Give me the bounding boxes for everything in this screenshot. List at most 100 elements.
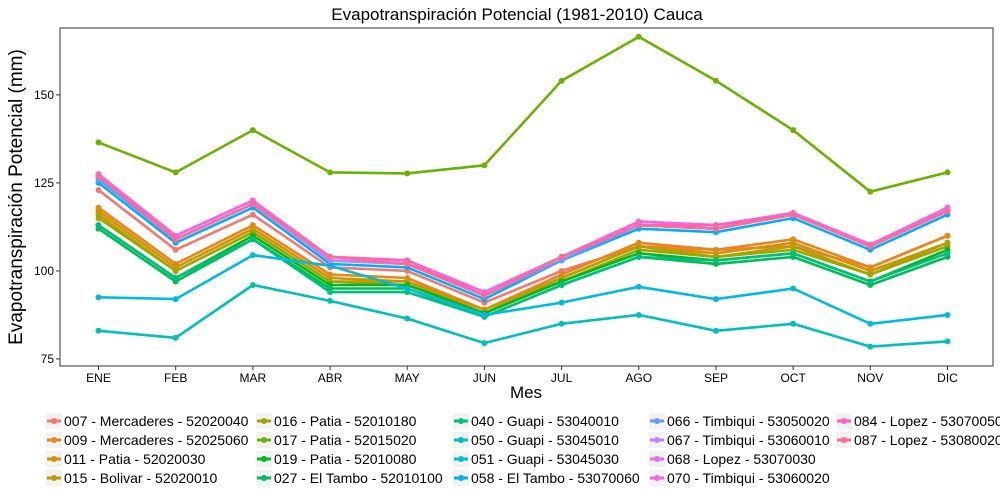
data-point: [790, 211, 797, 218]
data-point: [558, 282, 565, 289]
series-17: [95, 172, 951, 299]
legend-item: 066 - Timbiqui - 53050020: [649, 413, 830, 429]
data-point: [944, 169, 951, 176]
data-point: [172, 334, 179, 341]
legend-label: 070 - Timbiqui - 53060020: [667, 470, 830, 486]
data-point: [249, 211, 256, 218]
legend-label: 058 - El Tambo - 53070060: [471, 470, 640, 486]
data-point: [327, 289, 334, 296]
series-line: [98, 283, 948, 348]
data-point: [481, 340, 488, 347]
data-point: [790, 285, 797, 292]
data-point: [867, 271, 874, 278]
legend-item: 011 - Patia - 52020030: [46, 451, 206, 467]
series-line: [97, 224, 948, 319]
data-point: [790, 320, 797, 327]
data-point: [944, 232, 951, 239]
series-line: [97, 173, 949, 294]
legend-label: 016 - Patia - 52010180: [274, 413, 417, 429]
data-point: [712, 257, 719, 264]
x-tick-label: DIC: [937, 371, 958, 385]
data-point: [327, 169, 334, 176]
x-tick-label: ENE: [86, 371, 111, 385]
legend-item: 040 - Guapi - 53040010: [453, 413, 619, 429]
data-point: [172, 246, 179, 253]
data-point: [327, 297, 334, 304]
data-point: [95, 294, 102, 301]
x-tick-label: ABR: [318, 371, 343, 385]
y-tick-label: 75: [41, 352, 55, 366]
legend-key-point: [261, 456, 267, 462]
legend-key-point: [51, 475, 57, 481]
x-tick-label: JUL: [551, 371, 573, 385]
legend-item: 027 - El Tambo - 52010100: [256, 470, 443, 486]
data-point: [249, 201, 256, 208]
x-axis-title: Mes: [510, 383, 542, 402]
series-line: [97, 174, 949, 297]
data-point: [249, 252, 256, 259]
legend-key-point: [51, 418, 57, 424]
legend-label: 019 - Patia - 52010080: [274, 451, 417, 467]
series-9: [95, 282, 951, 350]
legend-label: 017 - Patia - 52015020: [274, 432, 417, 448]
data-point: [249, 127, 256, 134]
data-point: [404, 260, 411, 267]
data-point: [172, 236, 179, 243]
legend-key-point: [261, 437, 267, 443]
series-5: [95, 33, 951, 195]
x-tick-label: SEP: [704, 371, 728, 385]
x-tick-label: NOV: [857, 371, 883, 385]
x-tick-label: FEB: [164, 371, 187, 385]
legend-label: 015 - Bolivar - 52020010: [64, 470, 218, 486]
data-point: [867, 320, 874, 327]
legend-item: 087 - Lopez - 53080020: [836, 432, 1000, 448]
data-point: [635, 253, 642, 260]
data-point: [558, 253, 565, 260]
x-tick-label: AGO: [625, 371, 652, 385]
data-point: [327, 253, 334, 260]
data-point: [944, 338, 951, 345]
data-point: [404, 170, 411, 177]
data-point: [95, 172, 102, 179]
legend-key-point: [51, 437, 57, 443]
data-point: [635, 283, 642, 290]
x-tick-label: MAY: [395, 371, 420, 385]
data-point: [712, 296, 719, 303]
data-point: [712, 77, 719, 84]
data-point: [558, 77, 565, 84]
legend-key-point: [458, 437, 464, 443]
data-point: [95, 222, 102, 229]
y-axis-title: Evapotranspiración Potencial (mm): [6, 49, 27, 345]
data-point: [95, 186, 102, 193]
legend-item: 068 - Lopez - 53070030: [649, 451, 816, 467]
legend-item: 084 - Lopez - 53070050: [836, 413, 1000, 429]
legend-key-point: [654, 437, 660, 443]
data-point: [95, 139, 102, 146]
legend-key-point: [841, 437, 847, 443]
chart-title: Evapotranspiración Potencial (1981-2010)…: [331, 5, 703, 24]
legend-label: 011 - Patia - 52020030: [64, 451, 206, 467]
data-point: [867, 243, 874, 250]
series-line: [98, 253, 948, 326]
legend-item: 015 - Bolivar - 52020010: [46, 470, 218, 486]
data-point: [558, 299, 565, 306]
x-tick-label: MAR: [240, 371, 267, 385]
legend-label: 009 - Mercaderes - 52025060: [64, 432, 249, 448]
data-point: [558, 320, 565, 327]
legend-item: 007 - Mercaderes - 52020040: [46, 413, 249, 429]
data-point: [867, 188, 874, 195]
legend-label: 066 - Timbiqui - 53050020: [667, 413, 830, 429]
data-point: [404, 285, 411, 292]
data-point: [172, 296, 179, 303]
data-point: [867, 343, 874, 350]
legend-item: 070 - Timbiqui - 53060020: [649, 470, 830, 486]
data-point: [481, 162, 488, 169]
data-point: [249, 282, 256, 289]
legend-item: 051 - Guapi - 53045030: [453, 451, 619, 467]
y-tick-label: 125: [34, 176, 54, 190]
data-point: [172, 267, 179, 274]
legend-label: 007 - Mercaderes - 52020040: [64, 413, 249, 429]
series-layer: [95, 33, 951, 350]
data-point: [867, 278, 874, 285]
data-point: [635, 222, 642, 229]
